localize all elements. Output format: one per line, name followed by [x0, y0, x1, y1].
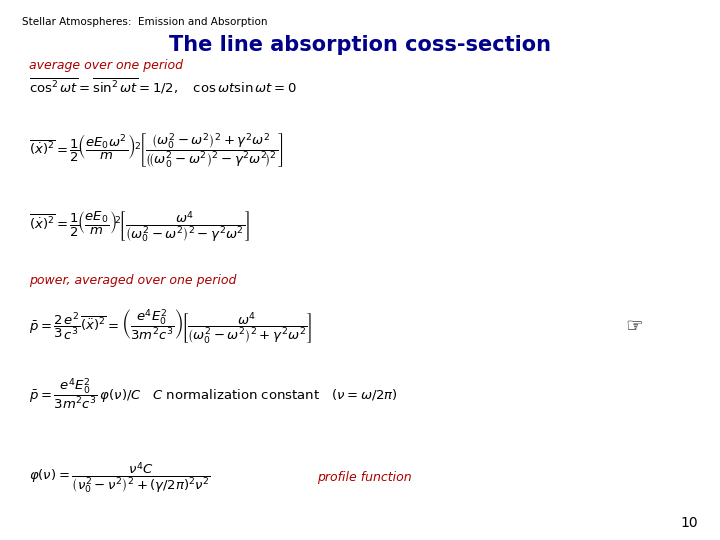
Text: profile function: profile function	[317, 471, 411, 484]
Text: ☞: ☞	[625, 317, 642, 336]
Text: $\overline{(\dot{x})^2} = \dfrac{1}{2}\!\left(\dfrac{eE_0}{m}\right)^{\!2}\!\lef: $\overline{(\dot{x})^2} = \dfrac{1}{2}\!…	[29, 210, 251, 244]
Text: power, averaged over one period: power, averaged over one period	[29, 274, 236, 287]
Text: $\bar{p} = \dfrac{e^4 E_0^2}{3m^2c^3}\,\varphi(\nu)/C\quad C\;\text{normalizatio: $\bar{p} = \dfrac{e^4 E_0^2}{3m^2c^3}\,\…	[29, 376, 397, 412]
Text: average over one period: average over one period	[29, 59, 183, 72]
Text: $\overline{(\dot{x})^2} = \dfrac{1}{2}\!\left(\dfrac{eE_0\omega^2}{m}\right)^{\!: $\overline{(\dot{x})^2} = \dfrac{1}{2}\!…	[29, 132, 284, 171]
Text: 10: 10	[681, 516, 698, 530]
Text: $\varphi(\nu) = \dfrac{\nu^4 C}{\left(\nu_0^2 - \nu^2\right)^2 + (\gamma/2\pi)^2: $\varphi(\nu) = \dfrac{\nu^4 C}{\left(\n…	[29, 460, 211, 496]
Text: The line absorption coss-section: The line absorption coss-section	[169, 35, 551, 55]
Text: $\overline{\cos^2 \omega t} = \overline{\sin^2 \omega t} = 1/2, \quad \cos \omeg: $\overline{\cos^2 \omega t} = \overline{…	[29, 77, 297, 96]
Text: $\bar{p} = \dfrac{2}{3}\dfrac{e^2}{c^3}\overline{(\ddot{x})^2}= \left(\dfrac{e^4: $\bar{p} = \dfrac{2}{3}\dfrac{e^2}{c^3}\…	[29, 307, 312, 346]
Text: Stellar Atmospheres:  Emission and Absorption: Stellar Atmospheres: Emission and Absorp…	[22, 17, 267, 28]
